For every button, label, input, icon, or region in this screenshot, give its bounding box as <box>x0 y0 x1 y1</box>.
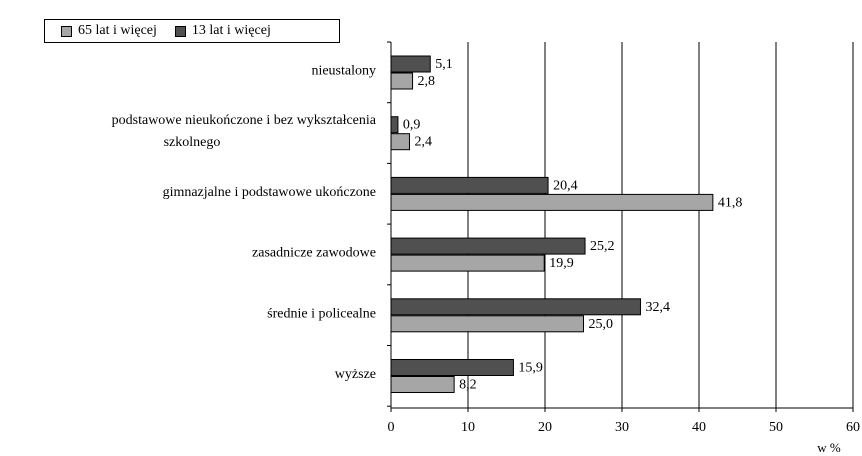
legend-swatch-65 <box>61 25 72 37</box>
x-tick-label-5: 50 <box>769 420 783 435</box>
bar-13-1 <box>390 116 399 134</box>
bar-13-5 <box>390 359 514 376</box>
bar-label-13-3: 25,2 <box>590 239 615 254</box>
bar-label-65-1: 2,4 <box>414 135 432 150</box>
category-label-3: zasadnicze zawodowe <box>252 246 376 261</box>
bar-label-13-0: 5,1 <box>435 57 453 72</box>
bar-label-13-5: 15,9 <box>518 361 543 376</box>
legend-item-65: 65 lat i więcej <box>61 23 157 39</box>
legend-label-65: 65 lat i więcej <box>78 23 157 38</box>
x-tick-label-0: 0 <box>388 420 395 435</box>
bar-65-0 <box>390 72 414 90</box>
bar-label-65-5: 8,2 <box>459 378 477 393</box>
x-tick-label-6: 60 <box>846 420 860 435</box>
legend-item-13: 13 lat i więcej <box>174 23 271 39</box>
category-label-0: nieustalony <box>311 64 376 79</box>
bar-65-2 <box>390 193 714 211</box>
bar-label-65-4: 25,0 <box>589 317 614 332</box>
category-label-1-line-0: podstawowe nieukończone i bez wykształce… <box>112 113 377 128</box>
category-label-4: średnie i policealne <box>267 306 376 321</box>
bar-label-13-1: 0,9 <box>403 118 421 133</box>
category-label-2: gimnazjalne i podstawowe ukończone <box>163 185 376 200</box>
bar-13-2 <box>390 176 549 194</box>
x-tick-label-2: 20 <box>538 420 552 435</box>
x-axis-title: w % <box>817 440 841 455</box>
category-label-1-line-1: szkolnego <box>164 135 221 150</box>
legend-label-13: 13 lat i więcej <box>191 23 271 38</box>
bar-65-4 <box>390 315 584 333</box>
x-tick-label-1: 10 <box>461 420 475 435</box>
bar-13-0 <box>390 55 431 73</box>
bar-65-5 <box>390 376 455 393</box>
legend-swatch-13 <box>174 25 186 37</box>
bar-65-3 <box>390 254 545 272</box>
bar-label-13-2: 20,4 <box>553 178 578 193</box>
legend: 65 lat i więcej 13 lat i więcej <box>44 19 340 43</box>
bar-13-4 <box>390 298 641 316</box>
x-tick-label-3: 30 <box>615 420 629 435</box>
bar-label-13-4: 32,4 <box>645 300 670 315</box>
bar-label-65-2: 41,8 <box>718 195 743 210</box>
bar-65-1 <box>390 133 410 151</box>
x-tick-label-4: 40 <box>692 420 706 435</box>
bar-13-3 <box>390 237 586 255</box>
bar-label-65-3: 19,9 <box>549 256 574 271</box>
category-label-5: wyższe <box>335 367 376 382</box>
bar-label-65-0: 2,8 <box>418 74 436 89</box>
